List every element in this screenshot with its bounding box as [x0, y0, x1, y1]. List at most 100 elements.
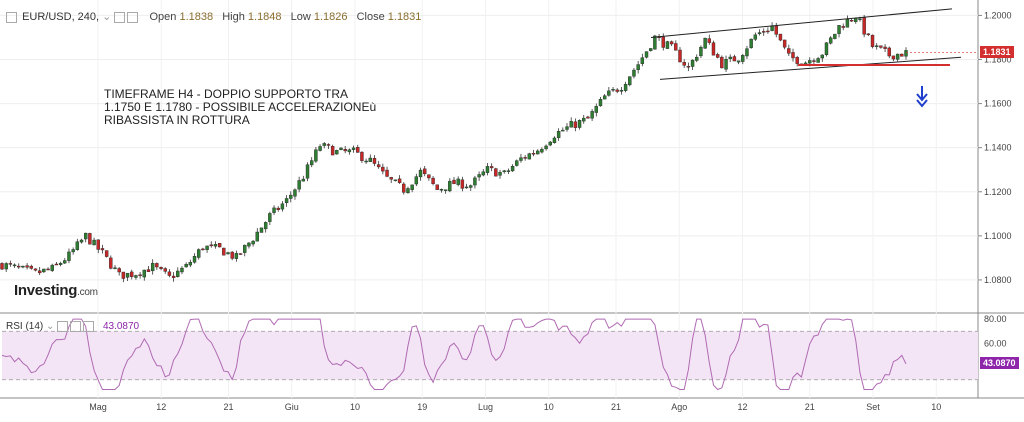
candle-body: [757, 32, 762, 35]
candle-body: [351, 147, 356, 150]
candle-body: [184, 263, 188, 268]
candle-body: [167, 271, 172, 276]
candle-body: [376, 164, 381, 168]
candle-body: [109, 257, 113, 269]
symbol-label[interactable]: EUR/USD, 240,: [22, 11, 100, 23]
candle-body: [594, 106, 598, 113]
candle-body: [548, 141, 552, 146]
candle-body: [778, 33, 783, 41]
candle-body: [339, 147, 343, 150]
candle-body: [707, 38, 711, 43]
candle-body: [155, 263, 159, 268]
candle-body: [632, 69, 636, 77]
annotation-text: TIMEFRAME H4 - DOPPIO SUPPORTO TRA 1.175…: [104, 88, 376, 127]
rsi-last-badge: 43.0870: [980, 356, 1019, 369]
candle-body: [711, 42, 716, 56]
candle-body: [573, 121, 578, 128]
settings-icon[interactable]: [57, 321, 69, 332]
candle-body: [628, 76, 632, 86]
time-tick-label: 12: [738, 402, 748, 412]
candle-body: [146, 269, 151, 272]
candle-body: [46, 268, 50, 271]
price-tick-label: 1.2000: [984, 10, 1012, 20]
candle-body: [615, 89, 619, 92]
candle-body: [544, 145, 548, 150]
close-value: 1.1831: [387, 11, 422, 23]
chevron-down-icon[interactable]: ⌄: [102, 11, 112, 23]
candle-body: [808, 60, 812, 64]
candle-body: [502, 170, 506, 172]
candle-body: [305, 164, 310, 179]
low-value: 1.1826: [313, 11, 348, 23]
candle-body: [104, 250, 109, 257]
candle-body: [431, 177, 435, 184]
candle-body: [230, 251, 234, 259]
candle-body: [418, 169, 423, 178]
candle-body: [134, 275, 138, 278]
candle-body: [649, 48, 653, 51]
chevron-down-icon[interactable]: ⌄: [46, 321, 55, 333]
close-icon[interactable]: [83, 321, 95, 332]
rsi-line: [1, 318, 907, 391]
settings-icon[interactable]: [114, 11, 126, 23]
candle-body: [280, 203, 285, 210]
candle-body: [406, 188, 410, 194]
candle-body: [690, 59, 695, 67]
candle-body: [356, 147, 360, 153]
candle-body: [88, 233, 92, 245]
collapse-icon[interactable]: [6, 11, 17, 23]
candle-body: [130, 271, 134, 277]
candle-body: [464, 186, 469, 189]
candle-body: [217, 243, 222, 248]
candle-body: [661, 36, 665, 48]
candle-body: [322, 143, 326, 146]
candle-body: [699, 46, 703, 57]
rsi-tick-label: 80.00: [984, 314, 1007, 324]
candle-body: [234, 253, 239, 259]
hide-icon[interactable]: [70, 321, 82, 332]
candle-body: [439, 189, 444, 191]
candle-body: [197, 249, 201, 258]
candle-body: [284, 198, 289, 204]
candle-body: [37, 270, 42, 274]
hide-icon[interactable]: [127, 11, 139, 23]
candle-body: [820, 54, 824, 59]
candle-body: [368, 157, 372, 162]
candle-body: [489, 166, 494, 169]
price-tick-label: 1.1400: [984, 143, 1012, 153]
candle-body: [762, 31, 766, 33]
rsi-label[interactable]: RSI (14): [6, 321, 44, 333]
candle-body: [63, 260, 67, 264]
candle-body: [494, 168, 498, 177]
candle-body: [527, 153, 532, 160]
candle-body: [343, 149, 347, 152]
candle-body: [753, 34, 758, 40]
candle-body: [92, 239, 96, 246]
investing-logo: Investing.com: [14, 282, 98, 299]
candle-body: [171, 275, 176, 278]
price-tick-label: 1.0800: [984, 275, 1012, 285]
time-tick-label: Lug: [478, 402, 493, 412]
time-tick-label: 10: [544, 402, 554, 412]
candle-body: [812, 60, 816, 62]
candle-body: [728, 56, 732, 59]
candle-body: [720, 56, 724, 69]
candle-body: [724, 58, 728, 70]
candle-body: [678, 49, 682, 63]
candle-body: [531, 153, 536, 155]
candle-body: [745, 48, 749, 57]
candle-body: [741, 55, 745, 62]
rsi-band: [2, 331, 978, 380]
candle-body: [883, 46, 887, 49]
candle-body: [113, 267, 117, 269]
candle-body: [247, 242, 251, 247]
candle-body: [423, 168, 427, 175]
candle-body: [42, 268, 46, 273]
candle-body: [510, 166, 515, 172]
candle-body: [473, 177, 477, 186]
price-tick-label: 1.1200: [984, 187, 1012, 197]
candle-body: [669, 41, 674, 45]
candle-body: [644, 51, 649, 58]
time-tick-label: Mag: [89, 402, 107, 412]
